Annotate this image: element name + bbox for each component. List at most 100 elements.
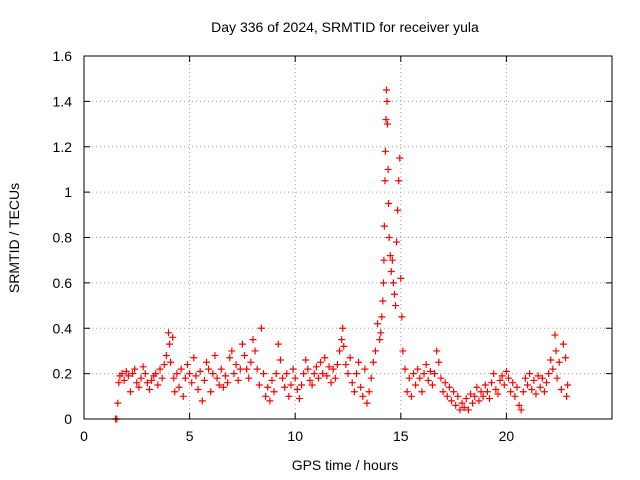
data-point-0-178 — [441, 379, 449, 387]
data-point-0-233 — [555, 358, 563, 366]
data-point-0-221 — [532, 390, 540, 398]
data-point-0-141 — [383, 97, 391, 105]
data-point-0-51 — [211, 351, 219, 359]
data-point-0-37 — [181, 374, 189, 382]
data-point-0-22 — [154, 381, 162, 389]
data-point-0-202 — [492, 386, 500, 394]
data-point-0-200 — [488, 379, 496, 387]
data-point-0-181 — [447, 397, 455, 405]
data-point-0-59 — [228, 347, 236, 355]
data-point-0-226 — [543, 379, 551, 387]
data-point-0-136 — [380, 222, 388, 230]
data-point-0-148 — [388, 256, 396, 264]
data-point-0-9 — [126, 388, 134, 396]
data-points — [112, 86, 572, 423]
data-point-0-60 — [230, 370, 238, 378]
data-point-0-103 — [321, 354, 329, 362]
data-point-0-172 — [428, 381, 436, 389]
data-point-0-68 — [247, 358, 255, 366]
data-point-0-123 — [361, 365, 369, 373]
data-point-0-78 — [268, 376, 276, 384]
data-point-0-99 — [312, 363, 320, 371]
data-point-0-119 — [352, 370, 360, 378]
data-point-0-85 — [283, 370, 291, 378]
data-point-0-126 — [367, 374, 375, 382]
data-point-0-12 — [133, 379, 141, 387]
data-point-0-160 — [403, 388, 411, 396]
data-point-0-36 — [179, 392, 187, 400]
data-point-0-14 — [137, 374, 145, 382]
data-point-0-6 — [120, 376, 128, 384]
data-point-0-61 — [232, 361, 240, 369]
data-point-0-88 — [289, 365, 297, 373]
y-tick-label-8: 1.6 — [53, 48, 73, 64]
data-point-0-189 — [464, 406, 472, 414]
data-point-0-29 — [167, 358, 175, 366]
data-point-0-173 — [431, 370, 439, 378]
data-point-0-34 — [175, 383, 183, 391]
data-point-0-105 — [325, 363, 333, 371]
data-point-0-82 — [276, 356, 284, 364]
data-point-0-86 — [285, 392, 293, 400]
data-point-0-167 — [418, 388, 426, 396]
data-point-0-91 — [295, 395, 303, 403]
data-point-0-217 — [524, 381, 532, 389]
data-point-0-215 — [519, 388, 527, 396]
data-point-0-114 — [342, 361, 350, 369]
data-point-0-235 — [559, 340, 567, 348]
data-point-0-161 — [405, 374, 413, 382]
data-point-0-38 — [183, 361, 191, 369]
data-point-0-139 — [382, 116, 390, 124]
data-point-0-66 — [243, 365, 251, 373]
x-tick-label-3: 15 — [393, 428, 409, 444]
data-point-0-23 — [156, 365, 164, 373]
x-axis-label: GPS time / hours — [292, 457, 399, 473]
data-point-0-79 — [270, 388, 278, 396]
data-point-0-157 — [398, 313, 406, 321]
data-point-0-134 — [379, 279, 387, 287]
data-point-0-41 — [190, 354, 198, 362]
tick-labels: 0 5 10 15 20 0 0.2 0.4 0.6 0.8 1 1.2 1.4 1.6 — [53, 48, 515, 444]
data-point-0-225 — [540, 388, 548, 396]
grid-lines — [84, 56, 612, 419]
data-point-0-201 — [490, 370, 498, 378]
data-point-0-43 — [194, 386, 202, 394]
data-point-0-206 — [500, 381, 508, 389]
data-point-0-152 — [393, 238, 401, 246]
data-point-0-69 — [249, 336, 257, 344]
data-point-0-63 — [236, 365, 244, 373]
data-point-0-27 — [164, 329, 172, 337]
data-point-0-210 — [509, 379, 517, 387]
data-point-0-35 — [177, 365, 185, 373]
data-point-0-11 — [131, 365, 139, 373]
data-point-0-72 — [255, 381, 263, 389]
data-point-0-186 — [458, 399, 466, 407]
data-point-0-191 — [469, 399, 477, 407]
data-point-0-24 — [158, 374, 166, 382]
data-point-0-163 — [409, 370, 417, 378]
data-point-0-149 — [389, 279, 397, 287]
data-point-0-71 — [253, 365, 261, 373]
data-point-0-25 — [160, 361, 168, 369]
data-point-0-3 — [115, 379, 123, 387]
data-point-0-57 — [224, 379, 232, 387]
data-point-0-113 — [340, 342, 348, 350]
data-point-0-118 — [350, 388, 358, 396]
data-point-0-121 — [357, 383, 365, 391]
data-point-0-146 — [386, 252, 394, 260]
y-tick-label-1: 0.2 — [53, 366, 73, 382]
data-point-0-64 — [238, 340, 246, 348]
x-tick-label-0: 0 — [80, 428, 88, 444]
data-point-0-207 — [502, 367, 510, 375]
data-point-0-158 — [399, 347, 407, 355]
x-tick-label-1: 5 — [186, 428, 194, 444]
data-point-0-30 — [169, 333, 177, 341]
x-tick-label-4: 20 — [499, 428, 515, 444]
data-point-0-92 — [298, 381, 306, 389]
data-point-0-232 — [553, 374, 561, 382]
data-point-0-18 — [145, 386, 153, 394]
data-point-0-174 — [433, 347, 441, 355]
data-point-0-17 — [143, 379, 151, 387]
